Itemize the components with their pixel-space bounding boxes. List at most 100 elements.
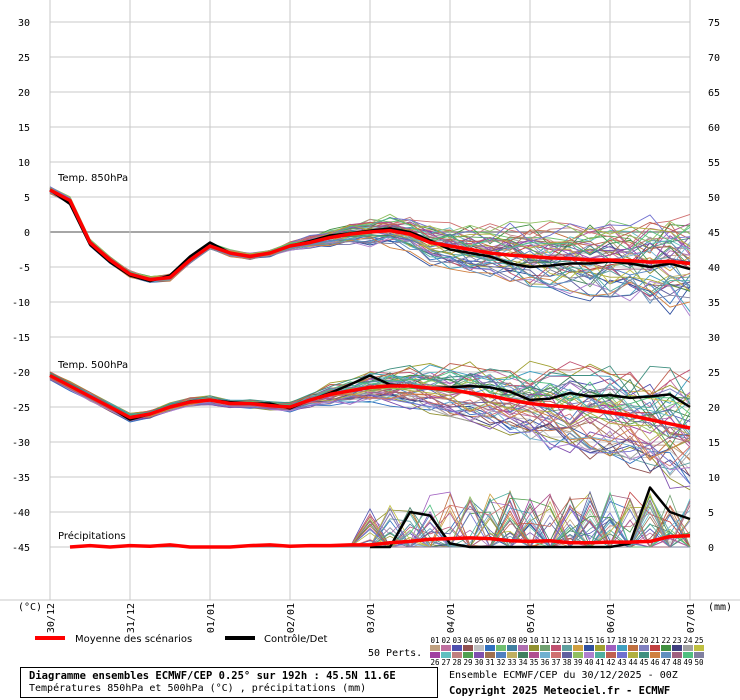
date-tick-label: 04/01 bbox=[446, 603, 457, 633]
member-number-08: 08 bbox=[507, 636, 517, 645]
legend-label-control: Contrôle/Det bbox=[264, 633, 328, 645]
member-swatch-48 bbox=[672, 652, 682, 658]
member-number-45: 45 bbox=[639, 658, 648, 667]
member-swatch-45 bbox=[639, 652, 649, 658]
member-number-37: 37 bbox=[551, 658, 560, 667]
member-number-07: 07 bbox=[496, 636, 505, 645]
member-number-47: 47 bbox=[661, 658, 670, 667]
member-swatch-38 bbox=[562, 652, 572, 658]
date-tick-label: 01/01 bbox=[206, 603, 217, 633]
member-swatch-21 bbox=[650, 645, 660, 651]
left-tick-label: -45 bbox=[12, 543, 30, 554]
member-swatch-50 bbox=[694, 652, 704, 658]
member-swatch-39 bbox=[573, 652, 583, 658]
diagram-subtitle: Températures 850hPa et 500hPa (°C) , pré… bbox=[29, 683, 367, 694]
member-swatch-34 bbox=[518, 652, 528, 658]
member-swatch-32 bbox=[496, 652, 506, 658]
member-number-24: 24 bbox=[683, 636, 693, 645]
member-number-27: 27 bbox=[441, 658, 450, 667]
chart-legend: Moyenne des scénarios Contrôle/Det 50 Pert… bbox=[35, 633, 704, 667]
main-series-lines bbox=[49, 188, 691, 549]
member-number-04: 04 bbox=[463, 636, 473, 645]
member-number-23: 23 bbox=[672, 636, 681, 645]
date-tick-label: 05/01 bbox=[526, 603, 537, 633]
left-tick-label: 20 bbox=[18, 88, 30, 99]
mean-line-precip bbox=[69, 534, 691, 549]
run-info: Ensemble ECMWF/CEP du 30/12/2025 - 00Z bbox=[449, 670, 678, 681]
date-tick-label: 02/01 bbox=[286, 603, 297, 633]
member-number-50: 50 bbox=[694, 658, 704, 667]
panel-label-t850: Temp. 850hPa bbox=[57, 173, 128, 184]
member-number-31: 31 bbox=[485, 658, 494, 667]
left-tick-label: -25 bbox=[12, 403, 30, 414]
right-tick-label: 65 bbox=[708, 88, 720, 99]
member-swatch-24 bbox=[683, 645, 693, 651]
left-tick-label: -10 bbox=[12, 298, 30, 309]
left-tick-label: -15 bbox=[12, 333, 30, 344]
left-tick-label: -20 bbox=[12, 368, 30, 379]
left-tick-label: 25 bbox=[18, 53, 30, 64]
right-tick-label: 0 bbox=[708, 543, 714, 554]
date-tick-label: 07/01 bbox=[686, 603, 697, 633]
member-number-05: 05 bbox=[474, 636, 483, 645]
right-tick-label: 75 bbox=[708, 18, 720, 29]
member-swatch-06 bbox=[485, 645, 495, 651]
right-tick-label: 10 bbox=[708, 473, 720, 484]
left-tick-label: 15 bbox=[18, 123, 30, 134]
member-swatch-29 bbox=[463, 652, 473, 658]
member-number-38: 38 bbox=[562, 658, 572, 667]
member-47-t850 bbox=[49, 191, 691, 305]
member-number-26: 26 bbox=[430, 658, 440, 667]
mean-line-t850 bbox=[49, 188, 691, 282]
member-number-16: 16 bbox=[595, 636, 605, 645]
right-tick-label: 15 bbox=[708, 438, 720, 449]
right-tick-label: 25 bbox=[708, 368, 720, 379]
member-swatch-17 bbox=[606, 645, 616, 651]
axis-labels: 302520151050-5-10-15-20-25-30-35-40-4575… bbox=[12, 18, 732, 633]
right-tick-label: 45 bbox=[708, 228, 720, 239]
right-tick-label: 5 bbox=[708, 508, 714, 519]
panel-label-t500: Temp. 500hPa bbox=[57, 360, 128, 371]
member-swatch-44 bbox=[628, 652, 638, 658]
member-number-02: 02 bbox=[441, 636, 450, 645]
right-tick-label: 30 bbox=[708, 333, 720, 344]
member-swatch-10 bbox=[529, 645, 539, 651]
member-number-29: 29 bbox=[463, 658, 472, 667]
member-swatch-49 bbox=[683, 652, 693, 658]
member-swatch-42 bbox=[606, 652, 616, 658]
left-axis-unit: (°C) bbox=[18, 602, 42, 613]
right-tick-label: 70 bbox=[708, 53, 720, 64]
member-39-t850 bbox=[49, 186, 691, 278]
ensemble-label: 50 Perts. bbox=[368, 648, 422, 659]
member-swatch-07 bbox=[496, 645, 506, 651]
member-swatch-37 bbox=[551, 652, 561, 658]
legend-label-mean: Moyenne des scénarios bbox=[75, 633, 192, 645]
member-swatch-25 bbox=[694, 645, 704, 651]
member-swatch-18 bbox=[617, 645, 627, 651]
member-number-36: 36 bbox=[540, 658, 550, 667]
right-tick-label: 50 bbox=[708, 193, 720, 204]
member-number-46: 46 bbox=[650, 658, 660, 667]
date-tick-label: 30/12 bbox=[46, 603, 57, 633]
member-swatch-05 bbox=[474, 645, 484, 651]
member-swatch-12 bbox=[551, 645, 561, 651]
member-swatch-36 bbox=[540, 652, 550, 658]
left-tick-label: 10 bbox=[18, 158, 30, 169]
member-swatch-11 bbox=[540, 645, 550, 651]
member-number-42: 42 bbox=[606, 658, 615, 667]
right-tick-label: 20 bbox=[708, 403, 720, 414]
member-swatch-19 bbox=[628, 645, 638, 651]
member-number-21: 21 bbox=[650, 636, 659, 645]
member-number-14: 14 bbox=[573, 636, 583, 645]
left-tick-label: -40 bbox=[12, 508, 30, 519]
member-number-01: 01 bbox=[430, 636, 439, 645]
member-swatch-22 bbox=[661, 645, 671, 651]
member-swatch-40 bbox=[584, 652, 594, 658]
mean-line-t500 bbox=[49, 373, 691, 430]
member-number-12: 12 bbox=[551, 636, 560, 645]
member-number-34: 34 bbox=[518, 658, 528, 667]
date-tick-label: 03/01 bbox=[366, 603, 377, 633]
member-swatch-16 bbox=[595, 645, 605, 651]
member-number-40: 40 bbox=[584, 658, 594, 667]
right-tick-label: 35 bbox=[708, 298, 720, 309]
